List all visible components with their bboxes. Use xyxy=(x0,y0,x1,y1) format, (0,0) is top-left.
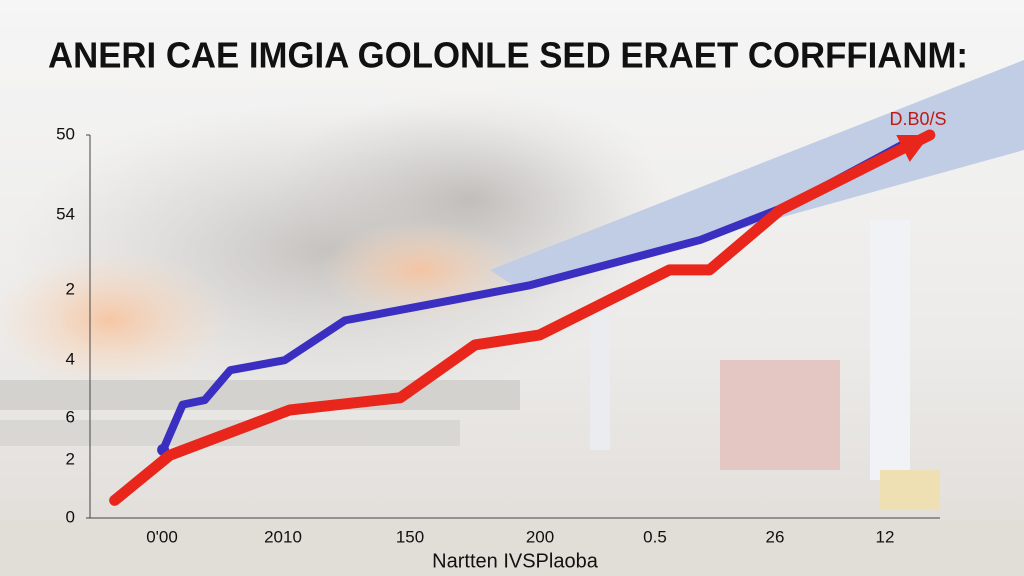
y-tick-label: 2 xyxy=(66,279,75,298)
x-tick-label: 200 xyxy=(526,527,554,546)
annotation: D.B0/S xyxy=(889,109,946,129)
arrow-head xyxy=(896,135,930,162)
chart-title: ANERI CAE IMGIA GOLONLE SED ERAET CORFFI… xyxy=(48,35,968,76)
x-tick-label: 12 xyxy=(876,527,895,546)
y-tick-label: 50 xyxy=(56,124,75,143)
x-tick-label: 0.5 xyxy=(643,527,667,546)
series-line xyxy=(159,136,915,454)
y-tick-label: 0 xyxy=(66,507,75,526)
y-tick-label: 6 xyxy=(66,407,75,426)
x-tick-label: 0'00 xyxy=(146,527,178,546)
series-line xyxy=(109,129,936,506)
x-tick-label: 150 xyxy=(396,527,424,546)
y-tick-label: 4 xyxy=(66,349,75,368)
x-axis-label: Nartten IVSPlaoba xyxy=(432,550,599,572)
y-tick-label: 2 xyxy=(66,449,75,468)
x-tick-label: 2010 xyxy=(264,527,302,546)
y-tick-label: 54 xyxy=(56,204,75,223)
x-tick-label: 26 xyxy=(766,527,785,546)
